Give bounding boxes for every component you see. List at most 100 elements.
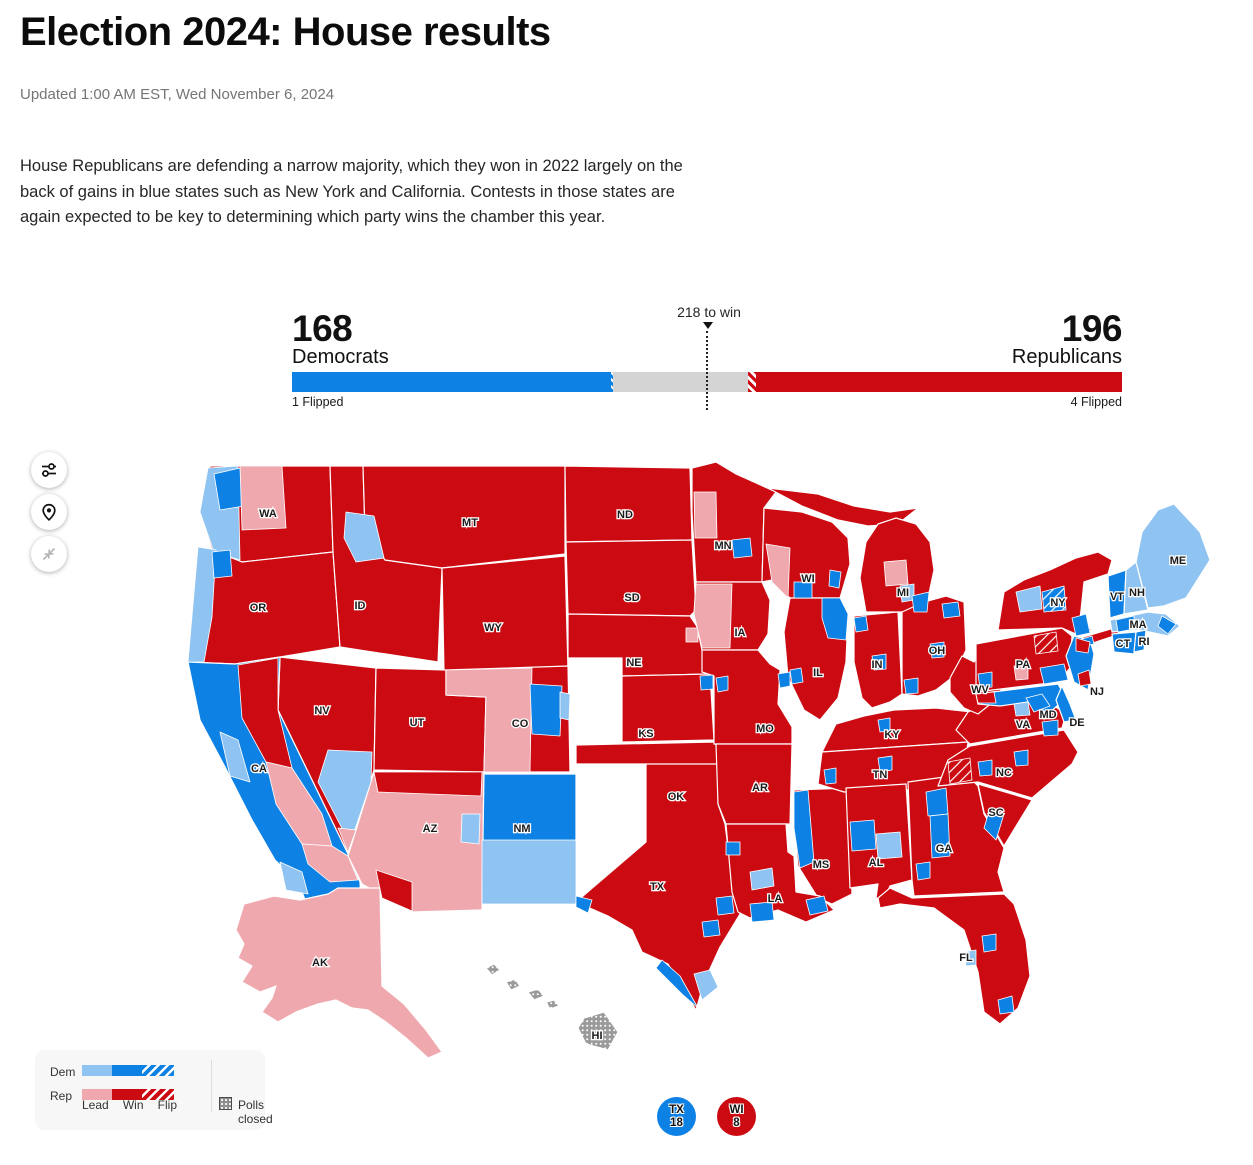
state-label: VA bbox=[1016, 719, 1031, 731]
district-patch bbox=[877, 755, 893, 773]
state-label: SC bbox=[988, 807, 1003, 819]
state-label: WA bbox=[259, 508, 277, 520]
state-HI[interactable] bbox=[577, 1011, 619, 1051]
district-patch bbox=[749, 867, 775, 891]
map-legend: Dem Rep Lead Win Flip Polls closed bbox=[35, 1050, 273, 1130]
state-label: NJ bbox=[1090, 686, 1104, 698]
district-patch bbox=[279, 861, 309, 895]
district-patch bbox=[975, 691, 997, 704]
district-patch bbox=[929, 813, 951, 859]
district-patch bbox=[849, 819, 877, 852]
state-MO[interactable] bbox=[701, 649, 793, 745]
dem-seats-segment bbox=[292, 372, 611, 392]
dem-flipped-note: 1 Flipped bbox=[292, 395, 344, 409]
state-label: KS bbox=[638, 728, 653, 740]
district-patch bbox=[693, 969, 719, 1001]
state-HI[interactable] bbox=[505, 978, 521, 991]
state-HI[interactable] bbox=[485, 963, 501, 976]
collapse-arrows-icon bbox=[40, 545, 58, 563]
state-DE[interactable] bbox=[1055, 685, 1077, 723]
district-patch bbox=[915, 861, 931, 881]
district-patch bbox=[805, 895, 829, 916]
rep-flipped-note: 4 Flipped bbox=[1070, 395, 1122, 409]
rep-lead-swatch bbox=[82, 1089, 112, 1100]
page-title: Election 2024: House results bbox=[20, 10, 551, 54]
house-results-map: WA OR CA NV ID MT WY UT CO AZ NM ND SD N… bbox=[180, 452, 1245, 1092]
majority-marker-arrow-icon bbox=[703, 322, 713, 329]
badge-district: 18 bbox=[670, 1116, 683, 1129]
dem-flip-swatch bbox=[142, 1065, 174, 1076]
state-label: WY bbox=[484, 622, 502, 634]
district-patch bbox=[981, 933, 997, 953]
state-label: WI bbox=[801, 573, 814, 585]
state-label: CA bbox=[251, 763, 267, 775]
rep-flip-swatch bbox=[142, 1089, 174, 1100]
state-ND[interactable] bbox=[564, 465, 693, 543]
state-HI[interactable] bbox=[527, 988, 545, 1001]
state-label: IA bbox=[735, 627, 746, 639]
balance-of-power: 168 196 Democrats Republicans 218 to win… bbox=[292, 300, 1123, 412]
district-patch bbox=[699, 674, 714, 691]
state-label: WV bbox=[971, 684, 989, 696]
state-label: GA bbox=[936, 843, 953, 855]
state-FL[interactable] bbox=[877, 887, 1031, 1025]
state-ME[interactable] bbox=[1135, 503, 1211, 609]
district-patch bbox=[871, 653, 887, 671]
state-label: RI bbox=[1139, 636, 1150, 648]
state-label: OH bbox=[929, 645, 946, 657]
legend-divider bbox=[211, 1060, 212, 1112]
legend-rep-swatches bbox=[82, 1089, 174, 1100]
district-patch bbox=[219, 731, 251, 783]
state-HI[interactable] bbox=[545, 999, 560, 1010]
district-patch bbox=[1075, 637, 1091, 654]
district-patch bbox=[701, 919, 721, 938]
state-MI-upper[interactable] bbox=[767, 487, 919, 527]
state-label: AR bbox=[752, 782, 768, 794]
legend-lead-label: Lead bbox=[82, 1098, 109, 1112]
district-patch bbox=[1025, 693, 1051, 713]
district-patch bbox=[715, 895, 735, 916]
state-WY[interactable] bbox=[441, 555, 569, 673]
state-NH[interactable] bbox=[1123, 561, 1149, 615]
undecided-segment bbox=[612, 372, 749, 392]
district-patch bbox=[693, 491, 718, 539]
state-RI[interactable] bbox=[1133, 629, 1147, 653]
state-label: MN bbox=[714, 540, 731, 552]
state-NC[interactable] bbox=[937, 729, 1079, 799]
district-patch bbox=[559, 691, 571, 721]
district-patch bbox=[1115, 615, 1135, 633]
state-label: ME bbox=[1170, 555, 1187, 567]
state-SC[interactable] bbox=[977, 783, 1033, 847]
state-label: SD bbox=[624, 592, 639, 604]
map-locate-button[interactable] bbox=[31, 494, 67, 530]
rep-win-swatch bbox=[112, 1089, 142, 1100]
dem-win-swatch bbox=[112, 1065, 142, 1076]
map-collapse-button[interactable] bbox=[31, 536, 67, 572]
state-label: MS bbox=[813, 859, 830, 871]
state-label: CO bbox=[512, 718, 529, 730]
district-patch bbox=[211, 549, 233, 579]
map-filter-button[interactable] bbox=[31, 452, 67, 488]
district-patch bbox=[903, 677, 919, 695]
district-badge-wi-8[interactable]: WI 8 bbox=[717, 1097, 756, 1136]
district-patch bbox=[337, 827, 357, 853]
district-patch bbox=[1077, 669, 1092, 687]
district-badge-tx-18[interactable]: TX 18 bbox=[657, 1097, 696, 1136]
state-label: TN bbox=[873, 769, 888, 781]
state-SD[interactable] bbox=[565, 539, 697, 617]
sliders-icon bbox=[40, 461, 58, 479]
district-patch bbox=[460, 813, 481, 845]
district-patch bbox=[1033, 631, 1059, 655]
district-patch bbox=[1015, 585, 1043, 613]
district-patch bbox=[793, 789, 815, 869]
legend-flip-label: Flip bbox=[157, 1098, 177, 1112]
district-patch bbox=[911, 591, 930, 613]
state-CT[interactable] bbox=[1111, 631, 1137, 655]
state-AK[interactable] bbox=[235, 887, 443, 1059]
state-label: MO bbox=[756, 723, 774, 735]
district-patch bbox=[1071, 613, 1091, 637]
district-patch bbox=[655, 959, 699, 1009]
rep-seat-count: 196 bbox=[1061, 308, 1123, 349]
district-patch bbox=[1157, 615, 1177, 635]
state-LA[interactable] bbox=[725, 823, 835, 923]
